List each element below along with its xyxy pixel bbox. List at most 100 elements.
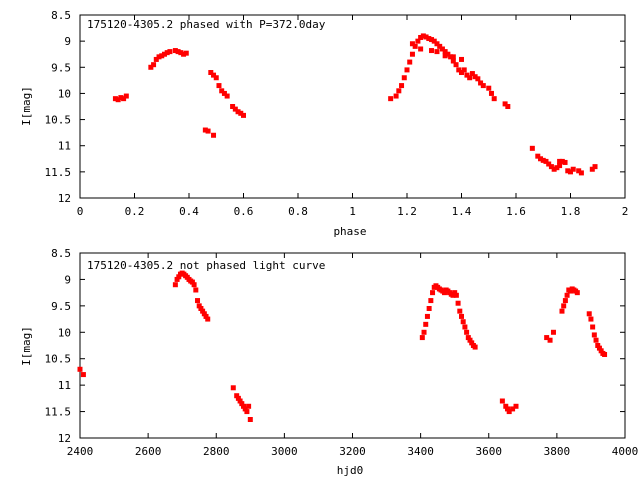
phased-data-point <box>434 41 440 47</box>
phased-plot-frame <box>79 14 626 199</box>
phased-x-tick-label: 1 <box>349 205 356 218</box>
unphased-y-tick-label: 8.5 <box>51 247 71 260</box>
unphased-data-point <box>80 372 86 378</box>
phased-data-point <box>164 50 170 56</box>
unphased-x-tick-label: 3400 <box>407 445 434 458</box>
unphased-data-point <box>453 292 459 298</box>
unphased-x-tick-label: 3000 <box>271 445 298 458</box>
phased-data-point <box>540 157 546 163</box>
phased-data-points <box>112 33 598 176</box>
phased-data-point <box>456 67 462 73</box>
phased-data-point <box>478 80 484 86</box>
unphased-data-point <box>464 329 470 335</box>
phased-data-point <box>151 62 157 68</box>
phased-data-point <box>230 104 236 109</box>
unphased-data-point <box>174 276 180 282</box>
phased-data-point <box>418 46 424 52</box>
unphased-data-point <box>503 403 509 409</box>
unphased-data-point <box>421 329 427 335</box>
unphased-light-curve-panel: 175120-4305.2 not phased light curve hjd… <box>20 247 638 477</box>
phased-y-tick-label: 9.5 <box>51 61 71 74</box>
unphased-y-tick-label: 9.5 <box>51 300 71 313</box>
unphased-y-axis-label: I[mag] <box>20 326 33 366</box>
phased-data-point <box>491 96 497 102</box>
unphased-data-point <box>430 290 436 296</box>
unphased-data-point <box>574 290 580 296</box>
phased-x-tick-label: 2 <box>622 205 629 218</box>
phased-data-point <box>488 90 494 96</box>
phased-data-point <box>578 170 584 176</box>
phased-data-point <box>205 128 211 134</box>
unphased-y-tick-label: 9 <box>64 273 71 286</box>
phased-data-point <box>181 51 187 57</box>
phased-data-point <box>464 72 470 78</box>
unphased-data-point <box>467 337 473 343</box>
phased-data-point <box>576 168 582 174</box>
unphased-data-point <box>598 348 604 354</box>
phased-x-tick-label: 0.2 <box>125 205 145 218</box>
phased-data-point <box>546 161 552 167</box>
phased-data-point <box>592 164 598 170</box>
unphased-data-point <box>544 335 550 341</box>
unphased-data-point <box>499 398 505 404</box>
phased-data-point <box>202 127 208 133</box>
unphased-data-point <box>247 417 253 422</box>
unphased-data-point <box>459 313 464 319</box>
phased-data-point <box>445 51 451 57</box>
phased-x-tick-label: 0.6 <box>234 205 254 218</box>
phased-data-point <box>112 96 118 102</box>
unphased-data-point <box>462 324 468 330</box>
phased-data-point <box>396 88 402 94</box>
phased-data-point <box>219 88 225 94</box>
unphased-data-point <box>242 406 248 412</box>
phased-data-point <box>118 95 124 101</box>
unphased-data-point <box>450 292 456 298</box>
unphased-x-tick-label: 3200 <box>339 445 366 458</box>
phased-data-point <box>453 62 459 68</box>
unphased-data-point <box>235 395 241 401</box>
unphased-data-point <box>590 324 596 330</box>
unphased-x-tick-label: 3800 <box>544 445 571 458</box>
unphased-data-point <box>564 292 570 298</box>
phased-data-point <box>437 43 443 49</box>
phased-data-point <box>235 109 241 115</box>
phased-data-point <box>115 97 121 103</box>
unphased-y-tick-label: 10.5 <box>45 353 72 366</box>
unphased-x-tick-label: 2800 <box>203 445 230 458</box>
phased-data-point <box>554 165 560 171</box>
phased-data-point <box>589 166 595 172</box>
unphased-data-point <box>588 316 594 322</box>
unphased-x-tick-label: 2400 <box>67 445 94 458</box>
unphased-data-point <box>513 403 519 409</box>
unphased-data-point <box>561 303 567 309</box>
unphased-data-point <box>547 337 553 343</box>
phased-x-tick-label: 0.8 <box>288 205 308 218</box>
phased-data-point <box>557 163 563 169</box>
phased-data-point <box>407 59 413 65</box>
unphased-data-point <box>472 344 478 350</box>
phased-data-point <box>241 112 246 118</box>
phased-data-point <box>409 41 415 47</box>
unphased-data-point <box>239 401 245 407</box>
phased-data-point <box>442 49 448 55</box>
unphased-data-point <box>241 403 246 409</box>
unphased-data-point <box>550 329 556 335</box>
phased-data-point <box>469 71 475 77</box>
unphased-data-point <box>424 313 430 319</box>
phased-data-point <box>429 37 435 43</box>
phased-y-tick-label: 8.5 <box>51 9 71 22</box>
phased-data-point <box>472 74 478 80</box>
phased-data-point <box>148 64 154 70</box>
phased-data-point <box>551 166 557 172</box>
phased-data-point <box>502 101 508 107</box>
unphased-data-point <box>195 298 201 304</box>
unphased-data-point <box>504 406 510 412</box>
unphased-data-point <box>510 406 516 412</box>
phased-x-tick-label: 0.4 <box>179 205 199 218</box>
unphased-data-point <box>595 343 601 348</box>
phased-data-point <box>486 85 492 91</box>
phased-y-tick-label: 12 <box>58 192 71 205</box>
unphased-data-point <box>189 279 195 285</box>
phased-data-point <box>175 49 181 55</box>
unphased-data-point <box>593 337 599 343</box>
